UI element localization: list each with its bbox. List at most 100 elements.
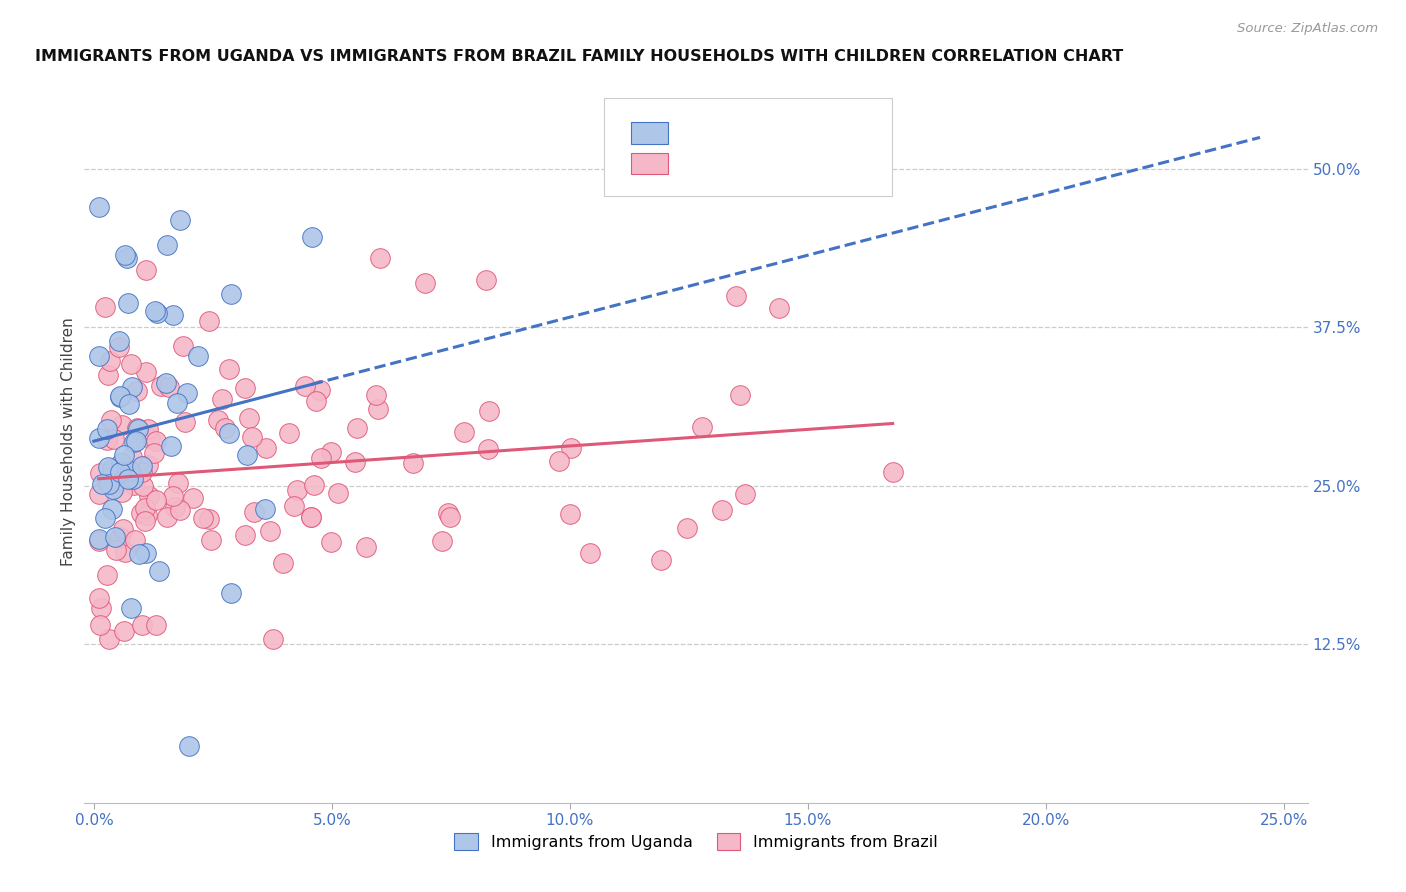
- Point: [156, 238, 179, 252]
- Point: [100, 413, 122, 427]
- Point: [254, 441, 277, 455]
- Point: [114, 545, 136, 559]
- Point: [96, 433, 118, 447]
- Point: [135, 546, 157, 560]
- Point: [402, 456, 425, 470]
- Point: [90, 601, 112, 615]
- Point: [98, 354, 121, 368]
- Point: [117, 296, 139, 310]
- Point: [207, 413, 229, 427]
- Point: [111, 418, 134, 433]
- Point: [87, 349, 110, 363]
- Point: [128, 547, 150, 561]
- Point: [432, 533, 454, 548]
- Text: R = -0.145   N = 116: R = -0.145 N = 116: [681, 154, 869, 172]
- Point: [354, 540, 377, 554]
- Point: [301, 229, 323, 244]
- Point: [285, 483, 308, 498]
- Point: [112, 522, 135, 536]
- Point: [134, 501, 156, 516]
- Point: [142, 445, 165, 459]
- Point: [233, 528, 256, 542]
- Point: [305, 394, 328, 409]
- Point: [218, 425, 240, 440]
- Point: [96, 568, 118, 582]
- Point: [768, 301, 790, 316]
- Point: [177, 739, 200, 753]
- Point: [96, 475, 118, 489]
- Point: [299, 510, 322, 524]
- Point: [146, 306, 169, 320]
- Point: [125, 434, 148, 449]
- Point: [548, 454, 571, 468]
- Point: [160, 440, 183, 454]
- Point: [122, 472, 145, 486]
- Point: [162, 308, 184, 322]
- Point: [690, 420, 713, 434]
- Point: [135, 365, 157, 379]
- Point: [108, 530, 131, 544]
- Point: [125, 384, 148, 398]
- Point: [728, 388, 751, 402]
- Point: [169, 212, 191, 227]
- Point: [127, 421, 149, 435]
- Point: [118, 397, 141, 411]
- Point: [262, 632, 284, 646]
- Point: [734, 486, 756, 500]
- Point: [117, 472, 139, 486]
- Point: [650, 553, 672, 567]
- Point: [319, 534, 342, 549]
- Point: [97, 368, 120, 382]
- Point: [110, 456, 132, 470]
- Point: [122, 435, 145, 450]
- Point: [319, 445, 342, 459]
- Point: [114, 465, 136, 479]
- Point: [145, 434, 167, 449]
- Point: [104, 479, 127, 493]
- Point: [254, 502, 277, 516]
- Point: [200, 533, 222, 547]
- Point: [187, 349, 209, 363]
- Point: [283, 499, 305, 513]
- Point: [107, 334, 129, 349]
- Point: [134, 263, 156, 277]
- Point: [725, 289, 748, 303]
- Point: [218, 362, 240, 376]
- Point: [111, 485, 134, 500]
- Point: [120, 357, 142, 371]
- Point: [127, 422, 149, 436]
- Point: [193, 511, 215, 525]
- Text: Source: ZipAtlas.com: Source: ZipAtlas.com: [1237, 22, 1378, 36]
- Point: [120, 601, 142, 615]
- Point: [711, 502, 734, 516]
- Point: [173, 415, 195, 429]
- Point: [97, 477, 120, 491]
- Point: [326, 485, 349, 500]
- Point: [136, 508, 159, 522]
- Point: [104, 543, 127, 558]
- Point: [110, 389, 132, 403]
- Point: [96, 422, 118, 436]
- Point: [439, 510, 461, 524]
- Point: [87, 431, 110, 445]
- Point: [101, 501, 124, 516]
- Point: [346, 420, 368, 434]
- Point: [453, 425, 475, 440]
- Point: [477, 442, 499, 456]
- FancyBboxPatch shape: [605, 98, 891, 196]
- Point: [172, 339, 194, 353]
- Text: IMMIGRANTS FROM UGANDA VS IMMIGRANTS FROM BRAZIL FAMILY HOUSEHOLDS WITH CHILDREN: IMMIGRANTS FROM UGANDA VS IMMIGRANTS FRO…: [35, 49, 1123, 64]
- Point: [87, 487, 110, 501]
- Point: [165, 500, 187, 515]
- FancyBboxPatch shape: [631, 153, 668, 174]
- Point: [87, 533, 110, 548]
- Point: [156, 509, 179, 524]
- Point: [198, 314, 221, 328]
- Point: [675, 521, 697, 535]
- Point: [294, 379, 316, 393]
- Point: [150, 378, 173, 392]
- Point: [132, 479, 155, 493]
- Point: [475, 273, 498, 287]
- Point: [94, 300, 117, 314]
- Point: [162, 489, 184, 503]
